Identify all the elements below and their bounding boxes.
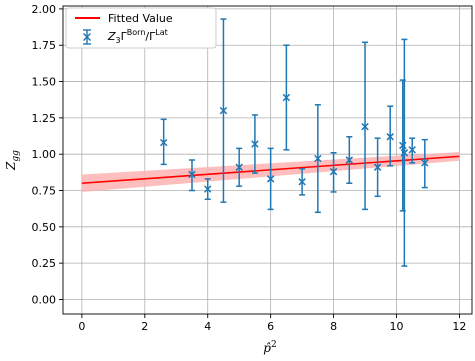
data-point xyxy=(251,114,259,174)
data-point xyxy=(386,105,394,167)
data-point xyxy=(219,18,228,203)
point-marker xyxy=(219,106,228,115)
data-point xyxy=(235,147,243,187)
point-marker xyxy=(282,93,291,102)
point-marker xyxy=(188,170,196,179)
y-tick-label: 1.75 xyxy=(32,39,57,52)
data-point xyxy=(266,147,275,211)
x-tick-label: 12 xyxy=(452,320,466,333)
point-marker xyxy=(235,163,243,171)
data-point xyxy=(282,44,291,151)
x-tick-label: 0 xyxy=(78,320,85,333)
point-marker xyxy=(373,163,382,171)
data-point xyxy=(373,137,382,198)
legend: Fitted Value Z3ΓBorn/ΓLat xyxy=(65,7,217,49)
y-tick-label: 1.00 xyxy=(32,148,57,161)
data-point xyxy=(408,137,416,164)
y-axis-label: Zgg xyxy=(4,150,21,171)
point-marker xyxy=(298,178,306,186)
legend-fit-label: Fitted Value xyxy=(108,12,173,25)
axes-layer: 0 2 4 6 8 10 12 0.00 0.25 0.50 0.75 1.00 1.25 1.50 1.7… xyxy=(32,3,473,333)
y-tick-label: 2.00 xyxy=(32,3,57,16)
point-marker xyxy=(314,154,322,163)
point-marker xyxy=(251,140,259,148)
point-marker xyxy=(361,122,369,131)
legend-series-marker xyxy=(83,29,91,45)
x-tick-label: 8 xyxy=(330,320,337,333)
data-point xyxy=(329,151,338,193)
legend-series-label: Z3ΓBorn/ΓLat xyxy=(107,28,168,45)
axes-frame xyxy=(62,5,473,315)
points-layer xyxy=(159,18,429,267)
data-point xyxy=(314,104,322,214)
x-axis-label: p̂2 xyxy=(263,340,276,355)
point-marker xyxy=(329,167,338,176)
data-point xyxy=(421,138,429,189)
data-point xyxy=(188,159,196,192)
y-tick-label: 0.25 xyxy=(32,257,57,270)
y-tick-label: 0.50 xyxy=(32,221,57,234)
data-point xyxy=(400,38,409,267)
point-marker xyxy=(159,138,168,147)
point-marker xyxy=(400,149,409,157)
data-point xyxy=(361,41,369,211)
y-tick-label: 0.75 xyxy=(32,185,57,198)
y-tick-label: 1.50 xyxy=(32,76,57,89)
point-marker xyxy=(345,156,354,164)
data-point xyxy=(159,118,168,166)
point-marker xyxy=(266,175,275,183)
point-marker xyxy=(421,159,429,167)
data-point xyxy=(203,178,212,200)
point-marker xyxy=(408,146,416,154)
point-marker xyxy=(203,185,212,193)
data-point xyxy=(298,167,306,196)
legend-box xyxy=(65,7,217,49)
data-point xyxy=(345,136,354,184)
x-tick-label: 4 xyxy=(204,320,211,333)
y-tick-label: 1.25 xyxy=(32,112,57,125)
point-marker xyxy=(386,133,394,141)
y-tick-label: 0.00 xyxy=(32,293,57,306)
x-tick-label: 10 xyxy=(389,320,403,333)
x-tick-label: 2 xyxy=(141,320,148,333)
x-tick-label: 6 xyxy=(267,320,274,333)
